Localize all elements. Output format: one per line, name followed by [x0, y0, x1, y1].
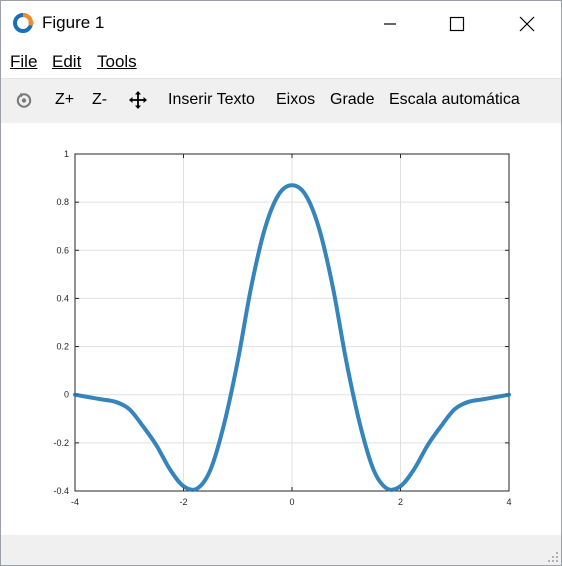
menu-edit[interactable]: Edit: [52, 52, 81, 72]
resize-grip-icon[interactable]: [547, 551, 559, 563]
autoscale-button[interactable]: Escala automática: [389, 91, 520, 108]
menu-file[interactable]: File: [10, 52, 37, 72]
y-tick-label: 0.2: [56, 342, 69, 352]
plot-area: -4 -2 0 2 4 -0.4 -0.2 0 0.2 0.4 0.6 0.8 1: [1, 123, 561, 535]
axes-button[interactable]: Eixos: [276, 91, 316, 108]
window-title: Figure 1: [42, 13, 105, 32]
minimize-icon: [384, 22, 396, 25]
y-tick-label: -0.4: [53, 486, 69, 496]
y-tick-label: -0.2: [53, 438, 69, 448]
series-line[interactable]: [73, 183, 511, 492]
minimize-button[interactable]: [367, 1, 413, 46]
zoom-out-button[interactable]: Z-: [92, 91, 108, 108]
menu-edit-label: Edit: [52, 52, 82, 71]
x-tick-label: -4: [71, 497, 79, 507]
menu-file-label: File: [10, 52, 38, 71]
grid-button[interactable]: Grade: [330, 91, 375, 108]
close-button[interactable]: [504, 1, 550, 46]
title-bar: Figure 1: [1, 1, 561, 46]
y-tick-label: 0.4: [56, 293, 69, 303]
zoom-in-button[interactable]: Z+: [55, 91, 75, 108]
x-tick-label: 0: [289, 497, 294, 507]
close-icon: [519, 16, 535, 31]
maximize-icon: [449, 16, 465, 31]
y-tick-label: 0.8: [56, 197, 69, 207]
y-tick-label: 1: [64, 149, 69, 159]
figure-toolbar: Z+ Z- Inserir Texto Eixos Grade Escala a…: [1, 78, 561, 124]
pan-icon[interactable]: [128, 90, 148, 110]
x-tick-label: -2: [179, 497, 187, 507]
x-tick-label: 2: [398, 497, 403, 507]
x-tick-label: 4: [506, 497, 511, 507]
line-chart[interactable]: -4 -2 0 2 4 -0.4 -0.2 0 0.2 0.4 0.6 0.8 1: [1, 123, 561, 535]
rotate-icon[interactable]: [14, 90, 34, 110]
y-tick-label: 0: [64, 390, 69, 400]
status-bar: [1, 535, 561, 565]
menu-bar: File Edit Tools: [1, 46, 561, 78]
menu-tools[interactable]: Tools: [97, 52, 137, 72]
menu-tools-label: Tools: [97, 52, 137, 71]
octave-app-icon: [13, 13, 34, 33]
y-tick-label: 0.6: [56, 245, 69, 255]
insert-text-button[interactable]: Inserir Texto: [168, 91, 255, 108]
maximize-button[interactable]: [434, 1, 480, 46]
